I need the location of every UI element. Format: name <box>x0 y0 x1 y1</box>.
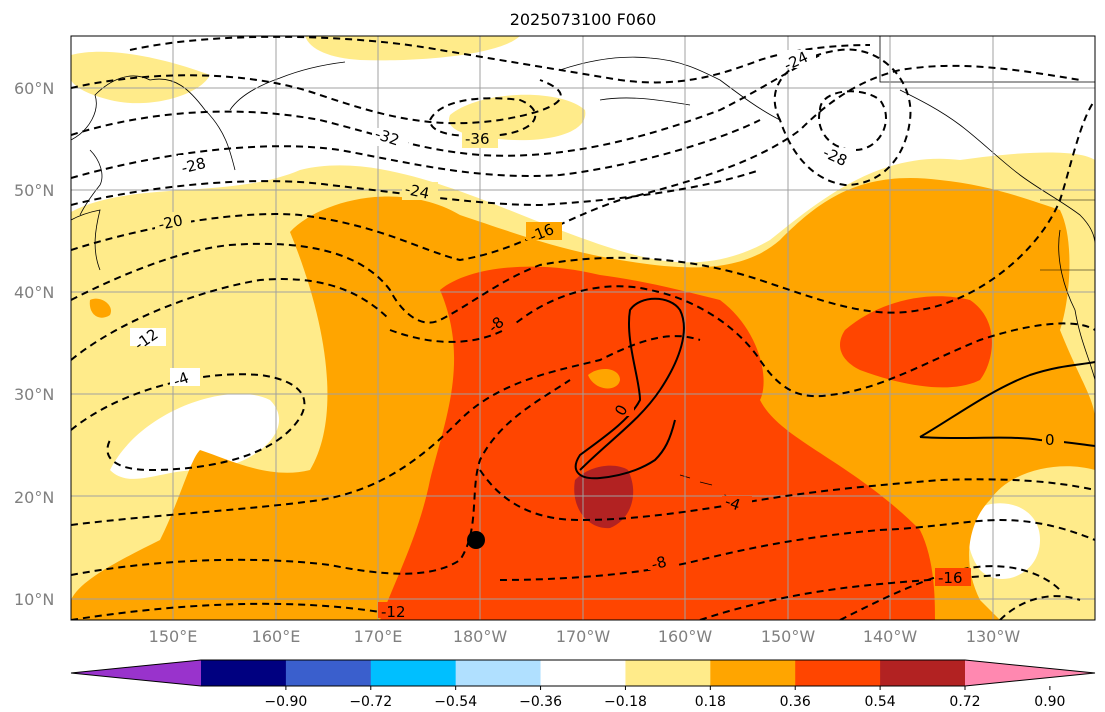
colorbar-segment <box>880 660 966 686</box>
map-extra-borders <box>1040 199 1095 271</box>
colorbar-outline <box>70 659 1096 687</box>
colorbar-tick-label: 0.54 <box>865 694 896 710</box>
lon-tick-label: 180°W <box>453 627 508 646</box>
lon-tick-label: 150°E <box>149 627 198 646</box>
colorbar-tick-label: −0.18 <box>604 694 647 710</box>
colorbar: −0.90 −0.72 −0.54 −0.36 −0.18 0.18 0.36 0.54 0.7… <box>70 659 1096 710</box>
lat-tick-label: 30°N <box>14 385 54 404</box>
contour-label: 0 <box>1045 431 1055 449</box>
fill-level-054 <box>380 266 992 620</box>
colorbar-tick-label: −0.90 <box>264 694 307 710</box>
contour-label: -4 <box>722 492 742 514</box>
colorbar-extend-high <box>965 660 1095 686</box>
colorbar-tick-label: −0.54 <box>434 694 477 710</box>
storm-marker <box>467 531 485 549</box>
coastlines <box>71 36 1095 511</box>
contour-label: -28 <box>180 154 208 177</box>
map-panel: -36 -32 -28 -28 -24 -24 -20 -16 -16 -12 … <box>71 36 1095 621</box>
map-frame <box>70 35 1096 621</box>
contour-label: -36 <box>465 130 490 148</box>
colorbar-segment <box>710 660 796 686</box>
colorbar-segment <box>285 660 372 686</box>
fill-level-072 <box>574 465 634 529</box>
contour-label: -20 <box>157 211 185 234</box>
colorbar-tick-label: −0.36 <box>519 694 562 710</box>
colorbar-tick-label: 0.36 <box>780 694 811 710</box>
colorbar-segment <box>201 660 287 686</box>
lat-tick-label: 10°N <box>14 590 54 609</box>
contour-label: -12 <box>381 603 406 621</box>
colorbar-tick-label: 0.90 <box>1034 694 1065 710</box>
lat-tick-label: 50°N <box>14 181 54 200</box>
contour-label: -8 <box>649 553 668 574</box>
zero-contours <box>574 297 1095 480</box>
colorbar-segment <box>625 660 711 686</box>
colorbar-tick-label: 0.72 <box>949 694 980 710</box>
fill-holes <box>110 393 1040 579</box>
contour-label: -16 <box>938 569 963 587</box>
colorbar-segment <box>795 660 881 686</box>
lat-tick-label: 20°N <box>14 488 54 507</box>
map-title: 2025073100 F060 <box>509 10 657 29</box>
lon-tick-label: 150°W <box>761 627 816 646</box>
lat-tick-label: 60°N <box>14 79 54 98</box>
lon-tick-label: 170°W <box>556 627 611 646</box>
lat-tick-label: 40°N <box>14 283 54 302</box>
colorbar-tick-label: −0.72 <box>349 694 392 710</box>
contour-label: -4 <box>171 368 191 390</box>
colorbar-segment <box>370 660 457 686</box>
contour-labels: -36 -32 -28 -28 -24 -24 -20 -16 -16 -12 … <box>130 48 1064 621</box>
lon-tick-label: 140°W <box>863 627 918 646</box>
map-gridlines <box>71 36 1095 620</box>
lon-tick-label: 160°W <box>658 627 713 646</box>
colorbar-extend-low <box>71 660 201 686</box>
lat-axis: 10°N 20°N 30°N 40°N 50°N 60°N <box>14 79 54 609</box>
lon-tick-label: 130°W <box>966 627 1021 646</box>
colorbar-segment <box>540 660 626 686</box>
colorbar-segment <box>455 660 542 686</box>
colorbar-tick-label: 0.18 <box>695 694 726 710</box>
lon-tick-label: 170°E <box>354 627 403 646</box>
fill-orange-pocket <box>588 368 620 389</box>
lon-tick-label: 160°E <box>252 627 301 646</box>
lon-axis: 150°E 160°E 170°E 180°W 170°W 160°W 150°… <box>149 627 1021 646</box>
contour-label: -24 <box>403 180 431 203</box>
